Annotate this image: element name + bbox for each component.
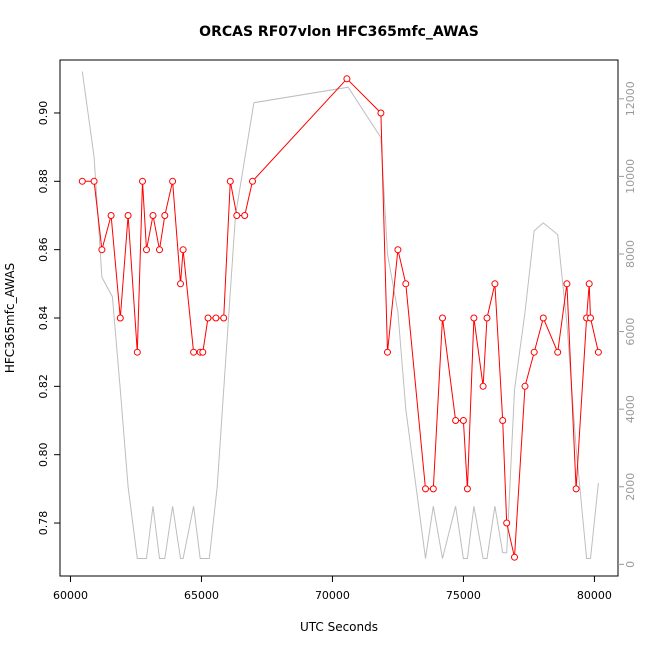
- right-y-tick-label: 12000: [624, 81, 637, 116]
- data-point: [177, 280, 184, 288]
- data-point: [98, 246, 106, 254]
- data-point: [249, 177, 256, 185]
- data-point: [511, 553, 518, 561]
- data-point: [116, 314, 124, 322]
- data-point: [204, 314, 212, 322]
- data-point: [377, 109, 385, 117]
- x-tick-label: 60000: [53, 589, 88, 602]
- data-point: [563, 280, 571, 288]
- y-tick-label: 0.88: [37, 169, 50, 194]
- series-layer: [78, 71, 602, 561]
- data-point: [156, 246, 163, 254]
- data-point: [107, 212, 115, 219]
- data-point: [241, 212, 249, 219]
- right-y-tick-label: 8000: [624, 240, 637, 268]
- right-y-axis: 0 2000 4000 6000 8000 10000 12000: [618, 81, 637, 568]
- x-axis: 60000 65000 70000 75000 80000: [53, 576, 612, 602]
- data-point: [499, 417, 507, 424]
- data-point: [394, 246, 402, 254]
- data-point: [422, 485, 429, 493]
- data-point: [161, 212, 169, 219]
- right-y-tick-label: 4000: [624, 395, 637, 423]
- data-point: [479, 382, 487, 390]
- data-point: [503, 519, 511, 527]
- plot-frame: [59, 59, 619, 577]
- data-point: [554, 348, 562, 356]
- data-point: [139, 177, 146, 185]
- y-axis: 0.78 0.80 0.82 0.84 0.86 0.88 0.90: [37, 101, 60, 536]
- data-point: [212, 314, 220, 322]
- data-point: [190, 348, 198, 356]
- y-axis-label: HFC365mfc_AWAS: [3, 263, 17, 373]
- right-y-tick-label: 6000: [624, 318, 637, 346]
- data-point: [594, 348, 602, 356]
- right-y-tick-label: 2000: [624, 473, 637, 501]
- data-point: [384, 348, 391, 356]
- chart-title: ORCAS RF07vlon HFC365mfc_AWAS: [199, 24, 479, 40]
- data-point: [463, 485, 471, 493]
- data-point: [169, 177, 177, 185]
- x-axis-label: UTC Seconds: [300, 620, 378, 634]
- data-point: [530, 348, 538, 356]
- x-tick-label: 70000: [315, 589, 350, 602]
- y-tick-label: 0.80: [37, 442, 50, 467]
- data-point: [483, 314, 491, 322]
- hfc365mfc-series-line: [82, 78, 599, 558]
- data-point: [402, 280, 410, 288]
- y-tick-label: 0.84: [37, 306, 50, 331]
- right-y-tick-label: 0: [624, 561, 637, 568]
- data-point: [199, 348, 207, 356]
- altitude-series-line: [81, 71, 599, 559]
- data-point: [90, 177, 98, 185]
- data-point: [78, 177, 86, 185]
- data-point: [470, 314, 478, 322]
- x-tick-label: 80000: [577, 589, 612, 602]
- x-tick-label: 65000: [184, 589, 219, 602]
- data-point: [491, 280, 499, 288]
- data-point: [572, 485, 580, 493]
- data-point: [133, 348, 141, 356]
- y-tick-label: 0.82: [37, 374, 50, 399]
- data-point: [439, 314, 446, 322]
- x-tick-label: 75000: [446, 589, 481, 602]
- y-tick-label: 0.78: [37, 511, 50, 536]
- data-point: [452, 417, 460, 424]
- data-point: [226, 177, 234, 185]
- data-point: [459, 417, 467, 424]
- right-y-tick-label: 10000: [624, 159, 637, 194]
- data-point: [587, 314, 594, 322]
- data-point: [585, 280, 593, 288]
- data-point: [149, 212, 157, 219]
- data-point: [233, 212, 241, 219]
- data-point: [179, 246, 187, 254]
- data-point: [521, 382, 529, 390]
- data-point: [124, 212, 132, 219]
- data-point: [343, 75, 351, 83]
- y-tick-label: 0.90: [37, 101, 50, 126]
- data-point: [539, 314, 547, 322]
- data-point: [429, 485, 437, 493]
- data-point: [143, 246, 150, 254]
- data-point: [220, 314, 228, 322]
- y-tick-label: 0.86: [37, 237, 50, 262]
